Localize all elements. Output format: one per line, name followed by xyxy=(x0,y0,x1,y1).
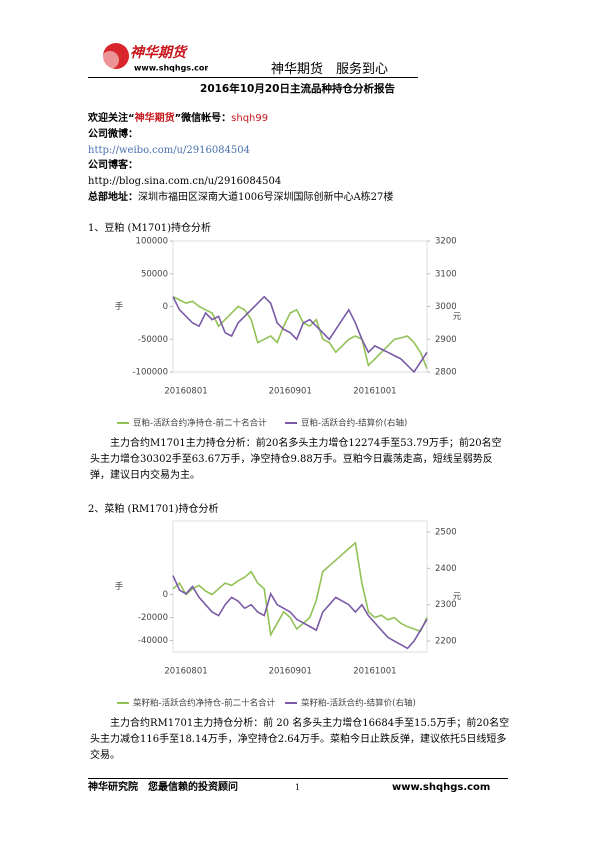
chart: 100000 50000 0 -50000 -100000 3200 3100 3000 290… xyxy=(115,237,462,429)
x-tick-label: 20161001 xyxy=(353,387,396,397)
y-tick-label: -20000 xyxy=(138,613,168,623)
section-heading: 2、菜粕 (RM1701)持仓分析 xyxy=(88,504,219,515)
footer-rule xyxy=(88,778,508,779)
y2-tick-label: 2800 xyxy=(435,368,457,378)
blog-label: 公司博客： xyxy=(88,160,138,171)
series-line xyxy=(172,541,428,638)
doc-title: 2016年10月20日主流品种持仓分析报告 xyxy=(200,83,395,95)
text: ”微信帐号： xyxy=(174,113,232,124)
series-line xyxy=(172,295,428,369)
footer-left: 神华研究院 您最信赖的投资顾问 xyxy=(88,782,238,793)
plot-area xyxy=(172,520,428,653)
legend-label: 菜籽粕-活跃合约-结算价(右轴) xyxy=(301,698,416,709)
paragraph: 主力合约M1701主力持仓分析：前20名多头主力增仓12274手至53.79万手… xyxy=(90,438,502,481)
y-tick-label: 0 xyxy=(163,302,168,312)
footer-right: www.shqhgs.com xyxy=(392,782,491,793)
y2-tick-label: 2300 xyxy=(435,600,457,610)
y-tick-label: -40000 xyxy=(138,636,168,646)
y2-tick-label: 3100 xyxy=(435,269,457,279)
blog-url: http://blog.sina.com.cn/u/2916084504 xyxy=(88,176,282,187)
legend-label: 菜籽粕-活跃合约净持仓-前二十名合计 xyxy=(133,698,276,709)
y2-tick-label: 3000 xyxy=(435,302,457,312)
y2-tick-label: 2400 xyxy=(435,564,457,574)
weibo-url[interactable]: http://weibo.com/u/2916084504 xyxy=(88,145,250,156)
y2-tick-label: 2200 xyxy=(435,637,457,647)
text: 欢迎关注“ xyxy=(88,113,135,124)
wechat-line: 欢迎关注“神华期货”微信帐号：shqh99 xyxy=(88,112,268,126)
weibo-label: 公司微博： xyxy=(88,129,138,140)
y-axis-label: 手 xyxy=(115,301,124,312)
page-number: 1 xyxy=(295,783,301,792)
y2-axis-label: 元 xyxy=(453,312,462,322)
x-tick-label: 20160901 xyxy=(269,387,312,397)
y2-tick-label: 2900 xyxy=(435,335,457,345)
text: shqh99 xyxy=(231,113,269,124)
text: 深圳市福田区深南大道1006号深圳国际创新中心A栋27楼 xyxy=(138,192,394,203)
y-tick-label: 50000 xyxy=(141,269,168,279)
slogan: 神华期货 服务到心 xyxy=(271,62,389,77)
x-tick-label: 20160801 xyxy=(164,387,207,397)
paragraph: 主力合约RM1701主力持仓分析：前 20 名多头主力增仓16684手至15.5… xyxy=(90,718,510,761)
series-line xyxy=(172,575,428,650)
text: 总部地址： xyxy=(88,192,138,203)
text: 神华期货 xyxy=(134,113,175,124)
address-line: 总部地址：深圳市福田区深南大道1006号深圳国际创新中心A栋27楼 xyxy=(88,191,393,205)
y-axis-label: 手 xyxy=(115,581,124,592)
legend-label: 豆粕-活跃合约净持仓-前二十名合计 xyxy=(133,418,267,429)
logo-text: 神华期货 xyxy=(130,44,188,61)
logo: 神华期货 www.shqhgs.com xyxy=(101,43,208,73)
chart: 0 -20000 -40000 2500 2400 2300 2200 手元 20160801 2… xyxy=(115,520,462,709)
header-rule xyxy=(88,77,418,78)
logo-url: www.shqhgs.com xyxy=(134,64,208,73)
x-tick-label: 20160801 xyxy=(164,667,207,677)
y2-tick-label: 2500 xyxy=(435,527,457,537)
section-heading: 1、豆粕 (M1701)持仓分析 xyxy=(88,223,212,234)
y-tick-label: -100000 xyxy=(132,368,168,378)
x-tick-label: 20161001 xyxy=(353,667,396,677)
y-tick-label: 0 xyxy=(163,590,168,600)
series-line xyxy=(172,295,428,374)
x-tick-label: 20160901 xyxy=(269,667,312,677)
y2-tick-label: 3200 xyxy=(435,237,457,247)
logo-mark xyxy=(101,51,119,69)
y-tick-label: 100000 xyxy=(136,237,168,247)
y-tick-label: -50000 xyxy=(138,335,168,345)
legend-label: 豆粕-活跃合约-结算价(右轴) xyxy=(301,418,407,429)
y2-axis-label: 元 xyxy=(453,592,462,602)
